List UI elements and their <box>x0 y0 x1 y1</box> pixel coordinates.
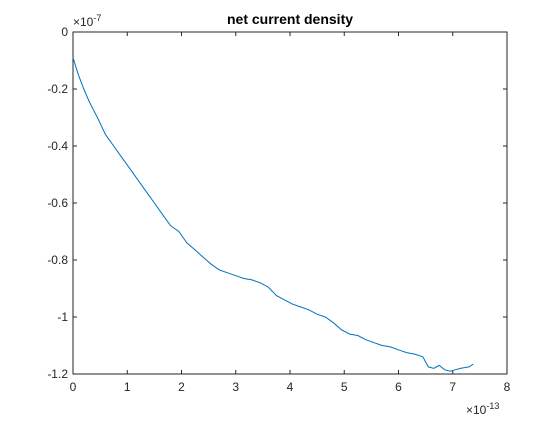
x-tick-label: 2 <box>178 380 185 394</box>
x-multiplier-text: ×10 <box>466 403 487 417</box>
x-tick-label: 1 <box>124 380 131 394</box>
y-tick-label: -0.8 <box>47 253 68 267</box>
x-tick-label: 0 <box>70 380 77 394</box>
x-tick-label: 3 <box>232 380 239 394</box>
x-tick-label: 6 <box>395 380 402 394</box>
series-line <box>72 57 474 372</box>
x-tick-label: 4 <box>287 380 294 394</box>
y-tick-label: 0 <box>61 25 68 39</box>
chart-title: net current density <box>227 11 353 27</box>
x-multiplier-exponent: -13 <box>486 401 499 411</box>
plot-area: 0 -0.2 -0.4 -0.6 -0.8 -1 -1.2 0 1 2 3 4 5 6 7 8 <box>47 25 510 394</box>
x-exponent-label: ×10-13 <box>466 401 499 417</box>
x-tick-label: 7 <box>449 380 456 394</box>
y-tick-label: -1 <box>57 310 68 324</box>
y-axis: 0 -0.2 -0.4 -0.6 -0.8 -1 -1.2 <box>47 25 507 381</box>
y-tick-label: -0.6 <box>47 196 68 210</box>
y-tick-label: -1.2 <box>47 367 68 381</box>
svg-text:×10-7: ×10-7 <box>73 13 101 29</box>
x-axis: 0 1 2 3 4 5 6 7 8 <box>70 32 511 394</box>
x-tick-label: 5 <box>341 380 348 394</box>
y-multiplier-exponent: -7 <box>93 13 101 23</box>
y-tick-label: -0.2 <box>47 82 68 96</box>
svg-text:×10-13: ×10-13 <box>466 401 499 417</box>
axes-box <box>72 31 508 375</box>
x-tick-label: 8 <box>504 380 511 394</box>
y-tick-label: -0.4 <box>47 139 68 153</box>
y-multiplier-text: ×10 <box>73 15 94 29</box>
y-exponent-label: ×10-7 <box>73 13 101 29</box>
